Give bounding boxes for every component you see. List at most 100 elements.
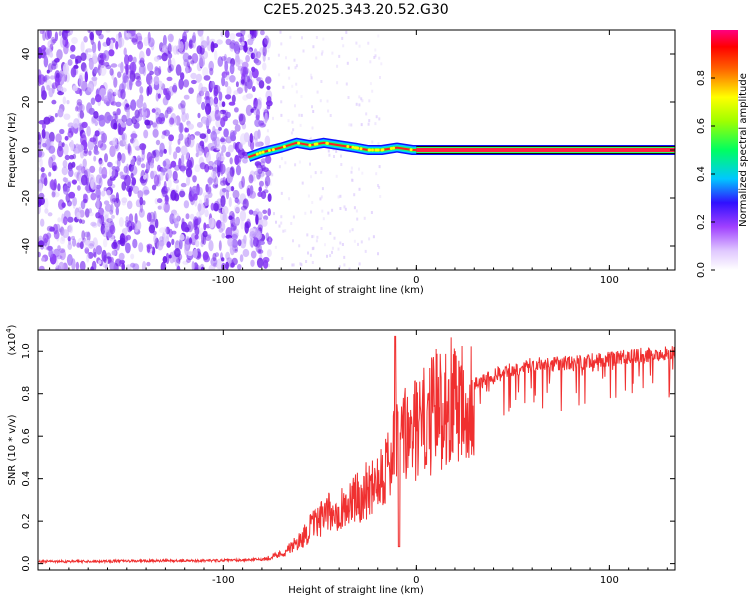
noise-blob (220, 195, 226, 208)
noise-blob (134, 213, 138, 224)
noise-speck (294, 104, 296, 108)
noise-speck (280, 215, 283, 219)
noise-blob (162, 160, 167, 167)
noise-blob (117, 71, 122, 78)
noise-blob (172, 170, 178, 181)
noise-blob (263, 215, 269, 221)
noise-blob (109, 68, 114, 76)
noise-blob (158, 66, 162, 75)
trace-highlight (354, 146, 358, 150)
noise-blob (253, 97, 258, 109)
noise-blob (38, 74, 46, 85)
noise-blob (138, 65, 146, 75)
noise-blob (200, 86, 208, 93)
noise-blob (256, 51, 261, 59)
noise-blob (184, 40, 189, 51)
noise-blob (151, 150, 157, 159)
y-tick-label: 1.0 (21, 343, 32, 359)
noise-speck (310, 175, 312, 179)
noise-blob (72, 238, 77, 247)
noise-blob (184, 149, 190, 161)
noise-blob (210, 80, 216, 89)
noise-blob (230, 186, 235, 192)
noise-blob (238, 147, 245, 159)
noise-blob (150, 79, 154, 88)
noise-blob (54, 113, 58, 118)
noise-speck (288, 76, 291, 80)
noise-speck (282, 85, 285, 89)
noise-speck (315, 36, 318, 39)
noise-blob (255, 76, 263, 82)
noise-blob (193, 217, 198, 230)
noise-blob (166, 168, 173, 179)
noise-speck (348, 267, 351, 270)
noise-blob (249, 70, 253, 80)
noise-blob (224, 30, 230, 39)
noise-blob (48, 87, 54, 98)
noise-blob (125, 242, 131, 254)
noise-speck (372, 235, 375, 239)
noise-blob (68, 224, 74, 234)
noise-blob (206, 128, 211, 134)
noise-speck (331, 208, 334, 212)
noise-blob (167, 178, 172, 189)
noise-speck (327, 149, 330, 153)
noise-speck (377, 34, 380, 38)
noise-speck (363, 216, 366, 220)
noise-blob (38, 167, 41, 172)
noise-blob (160, 201, 165, 210)
noise-speck (266, 129, 269, 133)
noise-speck (319, 99, 322, 103)
noise-speck (343, 205, 346, 209)
noise-blob (153, 56, 160, 62)
noise-blob (183, 200, 190, 209)
noise-blob (41, 257, 46, 262)
noise-blob (203, 75, 211, 81)
noise-blob (100, 131, 105, 136)
noise-blob (90, 221, 97, 227)
noise-blob (195, 240, 200, 248)
noise-speck (267, 57, 270, 61)
noise-blob (116, 157, 121, 168)
noise-blob (245, 104, 253, 117)
noise-blob (146, 86, 150, 97)
noise-blob (142, 102, 147, 113)
noise-blob (38, 251, 41, 258)
noise-blob (243, 40, 248, 53)
noise-blob (168, 134, 175, 142)
noise-blob (153, 75, 160, 86)
noise-blob (130, 253, 135, 260)
noise-speck (368, 237, 371, 241)
noise-blob (190, 60, 195, 65)
noise-blob (38, 265, 45, 270)
noise-speck (298, 160, 301, 164)
noise-blob (264, 135, 271, 147)
noise-blob (53, 178, 57, 189)
noise-blob (93, 111, 99, 119)
noise-speck (341, 243, 344, 246)
noise-speck (371, 140, 374, 144)
noise-blob (258, 186, 263, 192)
noise-blob (80, 41, 85, 53)
noise-blob (209, 38, 216, 44)
noise-speck (295, 64, 298, 68)
noise-blob (237, 239, 242, 247)
noise-blob (166, 241, 171, 248)
noise-speck (284, 161, 287, 165)
noise-blob (240, 79, 245, 85)
noise-blob (97, 40, 101, 52)
x-tick-label: 100 (600, 275, 619, 286)
noise-blob (168, 254, 172, 259)
noise-blob (111, 214, 115, 219)
noise-blob (249, 133, 253, 143)
noise-blob (97, 140, 104, 149)
noise-blob (51, 99, 57, 105)
noise-blob (249, 185, 254, 195)
noise-blob (49, 52, 54, 58)
noise-blob (228, 215, 233, 220)
noise-blob (101, 166, 108, 179)
y-tick-label: 0.0 (21, 556, 32, 572)
noise-blob (69, 54, 76, 60)
noise-blob (239, 254, 244, 263)
noise-speck (343, 255, 346, 259)
